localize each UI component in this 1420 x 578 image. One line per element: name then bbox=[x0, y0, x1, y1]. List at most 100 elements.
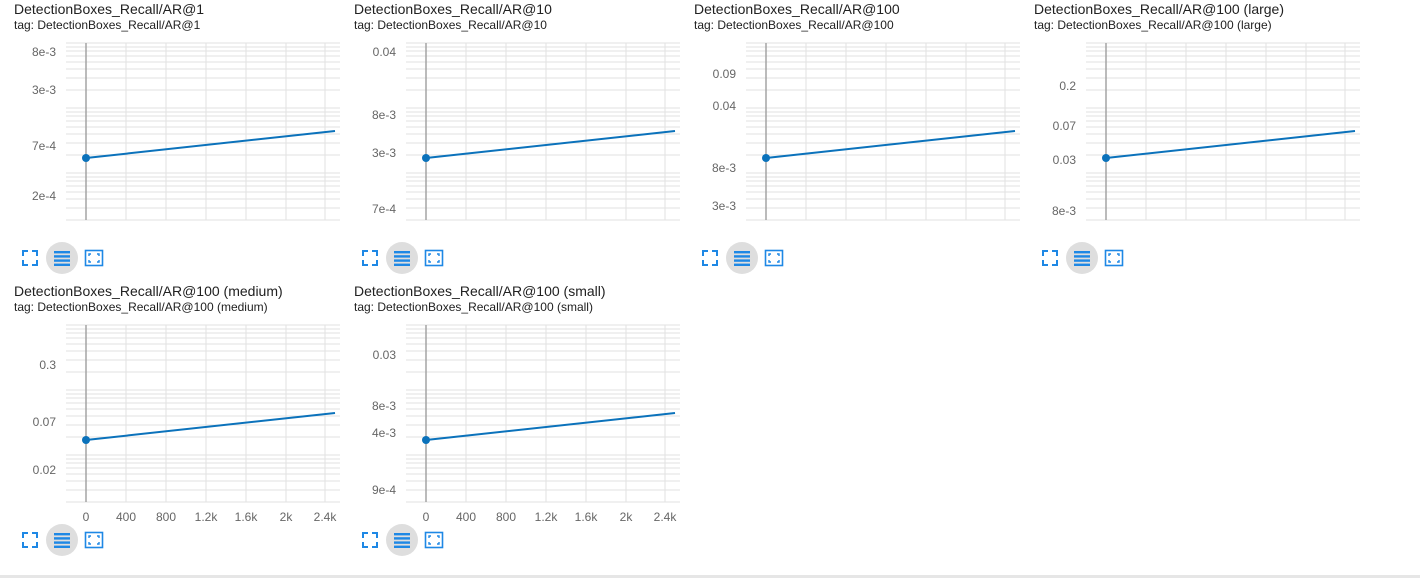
card-toolbar bbox=[354, 524, 474, 558]
card-title: DetectionBoxes_Recall/AR@1 bbox=[14, 1, 205, 17]
y-tick-label: 7e-4 bbox=[372, 202, 396, 216]
y-tick-label: 8e-3 bbox=[372, 108, 396, 122]
series-line bbox=[85, 412, 336, 441]
x-tick-label: 1.6k bbox=[575, 510, 599, 524]
fullscreen-icon bbox=[702, 250, 718, 266]
card-tag: tag: DetectionBoxes_Recall/AR@100 (mediu… bbox=[14, 300, 268, 314]
x-tick-label: 2.4k bbox=[314, 510, 338, 524]
card-tag: tag: DetectionBoxes_Recall/AR@10 bbox=[354, 18, 547, 32]
card-title: DetectionBoxes_Recall/AR@100 (small) bbox=[354, 283, 606, 299]
fullscreen-icon bbox=[22, 532, 38, 548]
scalar-card: 8e-3 3e-3 7e-4 2e-4 DetectionBoxes_Recall/AR… bbox=[0, 0, 340, 282]
series-point bbox=[762, 154, 770, 162]
fit-domain-icon bbox=[424, 531, 444, 549]
y-tick-label: 8e-3 bbox=[32, 45, 56, 59]
data-selection-button[interactable] bbox=[46, 242, 78, 274]
card-toolbar bbox=[14, 524, 134, 558]
y-tick-label: 4e-3 bbox=[372, 426, 396, 440]
scalar-chart[interactable]: 0.03 8e-3 4e-3 9e-4 0 400 800 1.2k 1.6k 2k 2.4k bbox=[340, 282, 680, 564]
card-title: DetectionBoxes_Recall/AR@10 bbox=[354, 1, 552, 17]
x-tick-label: 800 bbox=[156, 510, 176, 524]
series-line bbox=[425, 130, 676, 159]
card-tag: tag: DetectionBoxes_Recall/AR@1 bbox=[14, 18, 201, 32]
card-toolbar bbox=[14, 242, 134, 276]
fit-domain-icon bbox=[1104, 249, 1124, 267]
series-point bbox=[422, 436, 430, 444]
chart-grid bbox=[1086, 42, 1360, 221]
fit-domain-button[interactable] bbox=[78, 242, 110, 274]
fullscreen-icon bbox=[22, 250, 38, 266]
fit-domain-button[interactable] bbox=[418, 524, 450, 556]
x-tick-label: 1.6k bbox=[235, 510, 259, 524]
y-tick-label: 2e-4 bbox=[32, 189, 56, 203]
y-tick-label: 7e-4 bbox=[32, 139, 56, 153]
fit-domain-button[interactable] bbox=[78, 524, 110, 556]
scalar-card: 0.03 8e-3 4e-3 9e-4 0 400 800 1.2k 1.6k 2k 2.4k Det… bbox=[340, 282, 680, 564]
x-tick-label: 0 bbox=[83, 510, 90, 524]
data-selection-button[interactable] bbox=[386, 242, 418, 274]
x-tick-label: 2.4k bbox=[654, 510, 678, 524]
fit-domain-button[interactable] bbox=[418, 242, 450, 274]
x-tick-label: 1.2k bbox=[535, 510, 559, 524]
card-title: DetectionBoxes_Recall/AR@100 (large) bbox=[1034, 1, 1284, 17]
y-tick-label: 3e-3 bbox=[32, 83, 56, 97]
divider bbox=[0, 575, 1420, 578]
data-selection-icon bbox=[54, 533, 70, 548]
y-tick-label: 8e-3 bbox=[1052, 204, 1076, 218]
fullscreen-button[interactable] bbox=[14, 524, 46, 556]
card-tag: tag: DetectionBoxes_Recall/AR@100 bbox=[694, 18, 894, 32]
y-tick-label: 0.09 bbox=[713, 67, 737, 81]
fit-domain-button[interactable] bbox=[1098, 242, 1130, 274]
fullscreen-button[interactable] bbox=[354, 524, 386, 556]
chart-grid bbox=[406, 42, 680, 221]
fullscreen-button[interactable] bbox=[1034, 242, 1066, 274]
scalar-chart[interactable]: 0.04 8e-3 3e-3 7e-4 bbox=[340, 0, 680, 282]
scalar-chart[interactable]: 0.09 0.04 8e-3 3e-3 bbox=[680, 0, 1020, 282]
y-tick-label: 8e-3 bbox=[712, 161, 736, 175]
x-tick-label: 2k bbox=[280, 510, 294, 524]
chart-grid bbox=[746, 42, 1020, 221]
data-selection-icon bbox=[394, 251, 410, 266]
fullscreen-icon bbox=[362, 250, 378, 266]
card-tag: tag: DetectionBoxes_Recall/AR@100 (large… bbox=[1034, 18, 1272, 32]
chart-grid bbox=[66, 324, 340, 503]
y-tick-label: 8e-3 bbox=[372, 399, 396, 413]
y-tick-label: 0.07 bbox=[1053, 119, 1077, 133]
y-tick-label: 0.04 bbox=[713, 99, 737, 113]
scalar-chart[interactable]: 0.3 0.07 0.02 0 400 800 1.2k 1.6k 2k 2.4k bbox=[0, 282, 340, 564]
chart-grid bbox=[66, 42, 340, 221]
data-selection-icon bbox=[1074, 251, 1090, 266]
y-tick-label: 0.02 bbox=[33, 463, 57, 477]
scalar-card: 0.04 8e-3 3e-3 7e-4 DetectionBoxes_Recall/AR… bbox=[340, 0, 680, 282]
fullscreen-button[interactable] bbox=[14, 242, 46, 274]
fit-domain-icon bbox=[764, 249, 784, 267]
data-selection-icon bbox=[394, 533, 410, 548]
x-tick-label: 800 bbox=[496, 510, 516, 524]
y-tick-label: 3e-3 bbox=[712, 199, 736, 213]
scalar-chart[interactable]: 0.2 0.07 0.03 8e-3 bbox=[1020, 0, 1360, 282]
data-selection-button[interactable] bbox=[46, 524, 78, 556]
series-point bbox=[422, 154, 430, 162]
data-selection-button[interactable] bbox=[1066, 242, 1098, 274]
chart-grid bbox=[406, 324, 680, 503]
data-selection-button[interactable] bbox=[386, 524, 418, 556]
y-tick-label: 0.07 bbox=[33, 415, 57, 429]
y-tick-label: 3e-3 bbox=[372, 146, 396, 160]
card-title: DetectionBoxes_Recall/AR@100 bbox=[694, 1, 900, 17]
fullscreen-button[interactable] bbox=[694, 242, 726, 274]
card-toolbar bbox=[1034, 242, 1154, 276]
series-point bbox=[82, 436, 90, 444]
series-line bbox=[425, 412, 676, 441]
x-tick-label: 400 bbox=[456, 510, 476, 524]
scalar-chart[interactable]: 8e-3 3e-3 7e-4 2e-4 bbox=[0, 0, 340, 282]
data-selection-button[interactable] bbox=[726, 242, 758, 274]
fit-domain-icon bbox=[424, 249, 444, 267]
y-tick-label: 0.3 bbox=[39, 358, 56, 372]
x-tick-label: 2k bbox=[620, 510, 634, 524]
scalar-card: 0.3 0.07 0.02 0 400 800 1.2k 1.6k 2k 2.4k Detectio… bbox=[0, 282, 340, 564]
card-title: DetectionBoxes_Recall/AR@100 (medium) bbox=[14, 283, 283, 299]
data-selection-icon bbox=[734, 251, 750, 266]
series-point bbox=[1102, 154, 1110, 162]
fullscreen-button[interactable] bbox=[354, 242, 386, 274]
fit-domain-button[interactable] bbox=[758, 242, 790, 274]
